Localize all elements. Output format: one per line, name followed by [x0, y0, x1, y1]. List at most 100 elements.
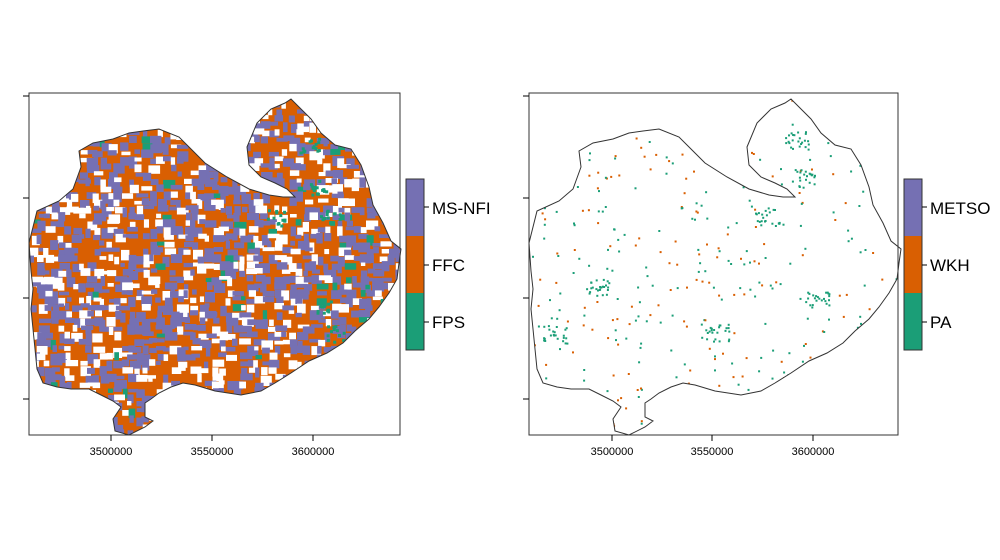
- left-map-patch: [204, 361, 209, 369]
- left-map-patch: [191, 346, 203, 351]
- left-map-patch: [297, 373, 306, 380]
- left-map-patch: [85, 325, 92, 334]
- right-map-dot: [782, 223, 785, 226]
- left-map-patch: [366, 220, 379, 230]
- right-map-dot: [596, 187, 599, 190]
- left-map-patch: [221, 346, 226, 352]
- left-map-patch: [304, 403, 310, 413]
- left-map-patch: [45, 396, 53, 407]
- right-map-dot: [789, 262, 792, 265]
- left-map-patch: [66, 408, 79, 412]
- right-map-dot: [605, 293, 608, 296]
- left-map-patch: [93, 205, 100, 211]
- left-map-patch: [366, 198, 373, 207]
- left-map-patch: [351, 116, 361, 125]
- right-map-dot: [611, 269, 614, 272]
- left-map-patch: [113, 298, 121, 308]
- right-map-dot: [758, 262, 760, 265]
- right-map-dot: [638, 301, 641, 304]
- left-map-patch: [275, 325, 288, 331]
- right-legend-label-metso: METSO: [930, 199, 990, 218]
- left-map-patch: [302, 418, 309, 423]
- right-region-outline: [528, 98, 902, 436]
- left-map-patch: [100, 270, 112, 275]
- left-map-patch: [94, 213, 107, 222]
- right-map-dot: [807, 143, 810, 146]
- right-map-dot: [675, 112, 678, 115]
- left-map-patch: [380, 388, 393, 395]
- left-map-patch: [332, 303, 342, 311]
- right-map-dot: [715, 136, 718, 139]
- left-map-patch: [318, 179, 322, 183]
- right-map-dot: [804, 170, 807, 173]
- left-map-patch: [134, 214, 145, 220]
- left-map-patch: [52, 304, 60, 313]
- left-map-patch: [253, 235, 259, 243]
- right-map-dot: [606, 267, 609, 270]
- left-map-patch: [213, 114, 224, 121]
- left-map-patch: [52, 109, 62, 120]
- right-map-dot: [718, 326, 721, 329]
- right-map-dot: [799, 297, 802, 300]
- right-map-dot: [860, 122, 863, 125]
- right-map-dot: [872, 252, 875, 254]
- left-map-patch: [227, 249, 238, 260]
- right-map-dot: [543, 207, 546, 210]
- right-map-fill: [529, 94, 900, 435]
- right-map-dot: [704, 319, 707, 322]
- left-map-patch: [73, 151, 79, 156]
- right-map-dot: [701, 336, 704, 339]
- right-map-dot: [850, 170, 853, 173]
- left-map-patch: [261, 235, 270, 245]
- left-map-patch: [248, 248, 260, 254]
- left-map-patch: [233, 143, 242, 154]
- left-map-patch: [254, 283, 262, 288]
- left-map-patch: [394, 185, 401, 190]
- left-map-patch: [57, 136, 70, 142]
- left-x-tick-label: 3600000: [292, 446, 335, 458]
- left-map-patch: [100, 179, 106, 190]
- right-map-dot: [828, 295, 831, 298]
- left-map-patch: [122, 305, 131, 311]
- left-map-patch: [93, 171, 104, 176]
- right-map-dot: [696, 211, 699, 214]
- left-map-patch: [239, 261, 245, 271]
- left-map-patch: [253, 151, 261, 158]
- left-map-patch: [322, 304, 326, 308]
- left-map-patch: [366, 171, 373, 182]
- left-map-patch: [171, 164, 177, 172]
- left-map-patch: [141, 198, 150, 206]
- left-map-patch: [388, 347, 400, 352]
- left-map-patch: [324, 233, 332, 242]
- left-map-patch: [254, 123, 263, 130]
- left-map-patch: [176, 304, 189, 314]
- left-map-patch: [39, 163, 45, 173]
- right-map-dot: [886, 393, 889, 396]
- left-map-patch: [381, 424, 394, 433]
- right-map-dot: [644, 94, 646, 96]
- left-map-patch: [115, 305, 125, 311]
- right-map-dot: [552, 330, 555, 333]
- left-map-patch: [113, 228, 124, 236]
- left-map-patch: [315, 192, 319, 196]
- right-map-dot: [730, 263, 733, 265]
- left-map-patch: [379, 121, 388, 126]
- left-map-patch: [359, 352, 368, 357]
- left-map-patch: [38, 247, 45, 252]
- left-map-patch: [325, 319, 332, 327]
- left-map-patch: [100, 186, 112, 193]
- left-map-patch: [262, 130, 273, 137]
- left-map-patch: [311, 324, 323, 328]
- left-map-patch: [212, 102, 225, 111]
- left-legend-label-ms-nfi: MS-NFI: [432, 199, 491, 218]
- left-map-patch: [366, 249, 374, 260]
- right-map-dot: [706, 332, 709, 334]
- left-map-patch: [297, 388, 303, 398]
- left-map-patch: [290, 214, 297, 218]
- left-map-patch: [64, 368, 70, 378]
- left-map-patch: [283, 210, 287, 214]
- right-map-dot: [531, 214, 534, 217]
- left-map-patch: [330, 310, 339, 319]
- left-map-patch: [346, 347, 355, 354]
- right-map-dot: [785, 142, 788, 145]
